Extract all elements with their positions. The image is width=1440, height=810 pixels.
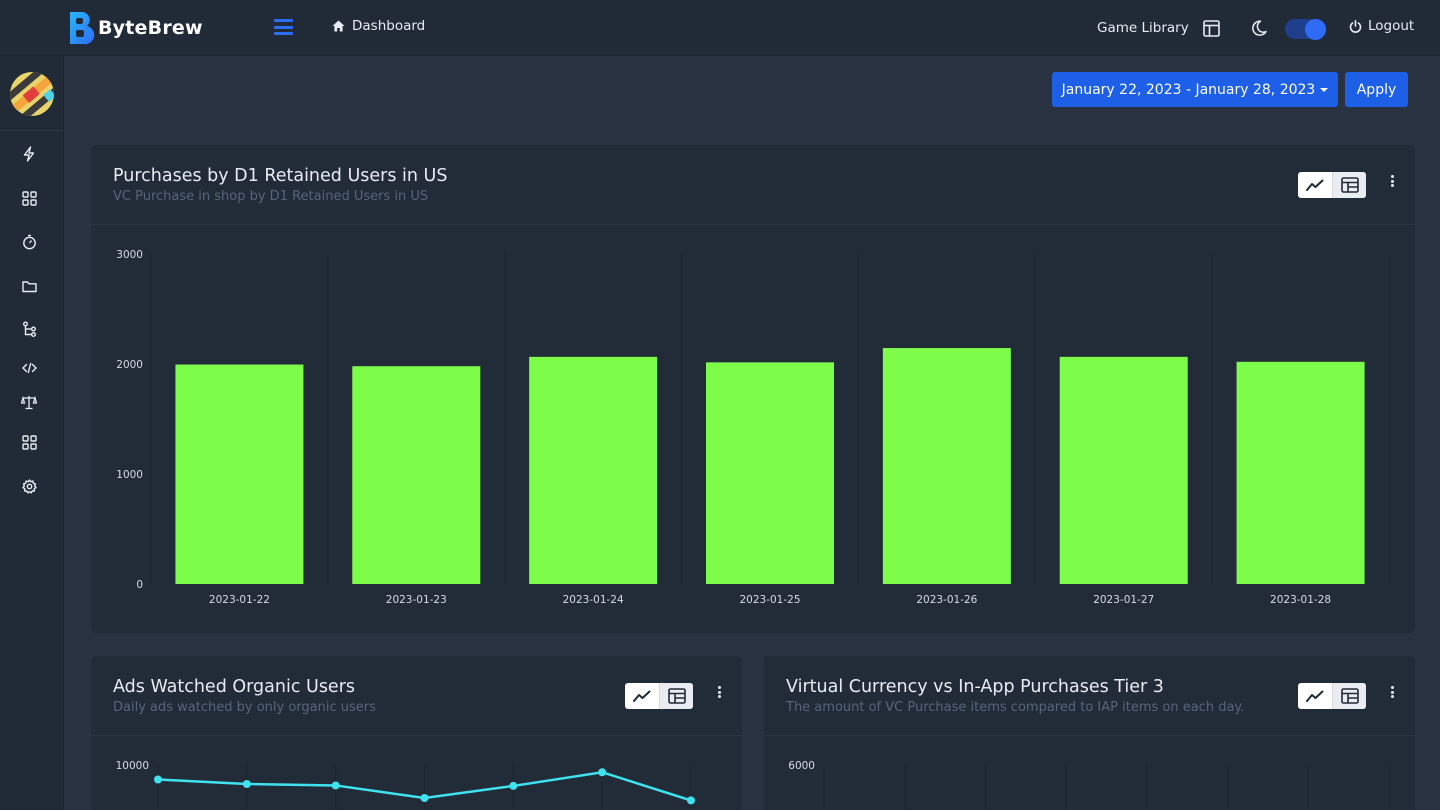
data-point (598, 768, 607, 777)
bar (1236, 361, 1365, 584)
y-tick-label: 1000 (116, 469, 143, 481)
sidebar-divider (0, 130, 64, 131)
game-library-link[interactable]: Game Library (1097, 20, 1189, 36)
y-tick-label: 3000 (116, 249, 143, 261)
folder-icon[interactable] (21, 278, 37, 294)
x-tick-label: 2023-01-27 (1093, 594, 1154, 606)
date-range-picker[interactable]: January 22, 2023 - January 28, 2023 (1052, 72, 1338, 107)
toggle-knob (1305, 18, 1326, 40)
card-subtitle: VC Purchase in shop by D1 Retained Users… (113, 189, 429, 204)
power-icon (1349, 19, 1362, 33)
dark-mode-toggle[interactable] (1285, 18, 1326, 40)
x-tick-label: 2023-01-26 (916, 594, 977, 606)
card-menu-icon[interactable] (1386, 173, 1398, 189)
ads-card: Ads Watched Organic Users Daily ads watc… (91, 656, 742, 810)
card-title: Ads Watched Organic Users (113, 677, 356, 697)
code-icon[interactable] (21, 360, 37, 376)
data-point (331, 781, 340, 790)
bar (1059, 356, 1188, 584)
bar (175, 364, 304, 584)
line-chart-view-icon[interactable] (625, 683, 659, 709)
card-menu-icon[interactable] (713, 684, 725, 700)
vc-iap-card: Virtual Currency vs In-App Purchases Tie… (764, 656, 1415, 810)
branch-icon[interactable] (21, 321, 37, 337)
stopwatch-icon[interactable] (21, 234, 37, 250)
table-view-icon[interactable] (1332, 172, 1366, 198)
y-tick-label: 10000 (116, 760, 149, 772)
card-subtitle: The amount of VC Purchase items compared… (786, 700, 1245, 715)
view-toggle (1298, 683, 1366, 709)
x-tick-label: 2023-01-23 (386, 594, 447, 606)
table-view-icon[interactable] (659, 683, 693, 709)
bar (706, 362, 834, 584)
data-point (154, 775, 162, 784)
card-header: Ads Watched Organic Users Daily ads watc… (91, 656, 742, 736)
data-point (687, 796, 695, 805)
grid-icon[interactable] (21, 190, 37, 206)
breadcrumb[interactable]: Dashboard (332, 18, 425, 34)
apply-button[interactable]: Apply (1345, 72, 1408, 107)
table-view-icon[interactable] (1332, 683, 1366, 709)
data-point (509, 781, 518, 790)
sidebar (0, 56, 64, 810)
y-tick-label: 0 (136, 579, 143, 591)
y-tick-label: 2000 (116, 359, 143, 371)
card-title: Virtual Currency vs In-App Purchases Tie… (786, 677, 1164, 697)
ads-line-chart: 10000 (116, 760, 695, 810)
line-chart-view-icon[interactable] (1298, 683, 1332, 709)
apps-icon[interactable] (21, 434, 37, 450)
card-menu-icon[interactable] (1386, 684, 1398, 700)
purchases-card: Purchases by D1 Retained Users in US VC … (91, 145, 1415, 633)
line-chart-view-icon[interactable] (1298, 172, 1332, 198)
card-subtitle: Daily ads watched by only organic users (113, 700, 376, 715)
data-point (242, 779, 251, 788)
moon-icon[interactable] (1251, 20, 1267, 37)
layout-icon[interactable] (1203, 20, 1220, 37)
data-point (420, 794, 429, 802)
card-title: Purchases by D1 Retained Users in US (113, 166, 448, 186)
view-toggle (1298, 172, 1366, 198)
x-tick-label: 2023-01-28 (1270, 594, 1331, 606)
y-tick-label: 6000 (788, 760, 815, 772)
game-avatar[interactable] (10, 72, 54, 116)
brand-name: ByteBrew (98, 17, 203, 39)
card-header: Purchases by D1 Retained Users in US VC … (91, 145, 1415, 225)
purchases-bar-chart: 0 1000 2000 3000 2023-01-22 2023-01-23 2023-01… (116, 249, 1390, 606)
bar (882, 348, 1011, 584)
bar (529, 356, 658, 584)
home-icon (332, 20, 345, 32)
menu-toggle-icon[interactable] (274, 19, 293, 35)
logout-button[interactable]: Logout (1349, 18, 1414, 34)
gear-icon[interactable] (21, 478, 37, 494)
breadcrumb-dashboard: Dashboard (352, 18, 426, 34)
vc-iap-chart: 6000 (788, 760, 1390, 810)
scale-icon[interactable] (21, 394, 37, 410)
bolt-icon[interactable] (21, 146, 37, 162)
bar (352, 366, 481, 584)
x-tick-label: 2023-01-24 (563, 594, 624, 606)
x-tick-label: 2023-01-25 (739, 594, 800, 606)
view-toggle (625, 683, 693, 709)
x-tick-label: 2023-01-22 (209, 594, 270, 606)
date-range-label: January 22, 2023 - January 28, 2023 (1061, 81, 1316, 98)
top-navbar: ByteBrew Dashboard Game Library Logout (0, 0, 1440, 56)
logout-label: Logout (1368, 18, 1415, 34)
caret-down-icon (1320, 87, 1329, 92)
bytebrew-logo-icon (70, 12, 94, 45)
card-header: Virtual Currency vs In-App Purchases Tie… (764, 656, 1415, 736)
brand[interactable]: ByteBrew (68, 10, 203, 46)
